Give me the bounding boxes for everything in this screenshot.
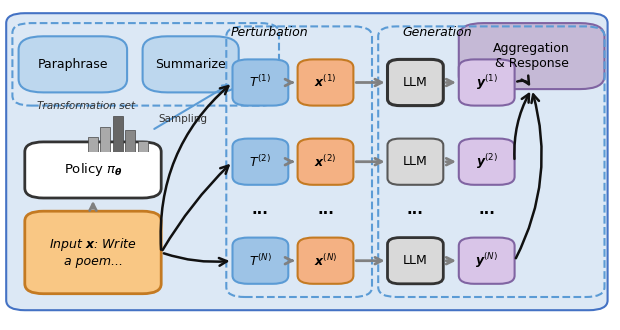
FancyBboxPatch shape [232,139,288,185]
FancyBboxPatch shape [459,59,515,106]
FancyBboxPatch shape [459,23,604,89]
Text: Transformation set: Transformation set [37,101,135,111]
FancyBboxPatch shape [298,238,353,284]
FancyBboxPatch shape [143,36,239,92]
Text: LLM: LLM [403,76,428,89]
Text: $\boldsymbol{y}^{(N)}$: $\boldsymbol{y}^{(N)}$ [476,251,498,270]
Text: $\boldsymbol{x}^{(N)}$: $\boldsymbol{x}^{(N)}$ [314,253,337,269]
Text: Sampling: Sampling [158,114,207,124]
Text: LLM: LLM [403,155,428,168]
Text: Aggregation
& Response: Aggregation & Response [494,42,570,70]
Text: ...: ... [478,202,495,217]
Text: $\boldsymbol{x}^{(1)}$: $\boldsymbol{x}^{(1)}$ [314,75,337,90]
Text: Summarize: Summarize [155,58,226,71]
Text: $T^{(1)}$: $T^{(1)}$ [249,75,272,90]
FancyBboxPatch shape [6,13,608,310]
Text: Paraphrase: Paraphrase [38,58,108,71]
Text: $T^{(N)}$: $T^{(N)}$ [249,253,272,269]
FancyBboxPatch shape [388,238,443,284]
FancyBboxPatch shape [12,23,279,106]
FancyBboxPatch shape [388,139,443,185]
FancyBboxPatch shape [459,139,515,185]
Text: $\boldsymbol{x}^{(2)}$: $\boldsymbol{x}^{(2)}$ [314,154,337,170]
Text: Policy $\pi_{\boldsymbol{\theta}}$: Policy $\pi_{\boldsymbol{\theta}}$ [64,161,122,179]
Text: Generation: Generation [402,26,472,40]
FancyBboxPatch shape [19,36,127,92]
Text: Input $\boldsymbol{x}$: Write
a poem...: Input $\boldsymbol{x}$: Write a poem... [49,237,137,268]
Text: $T^{(2)}$: $T^{(2)}$ [249,154,272,170]
FancyBboxPatch shape [388,59,443,106]
FancyBboxPatch shape [298,139,353,185]
FancyBboxPatch shape [298,59,353,106]
Text: LLM: LLM [403,254,428,267]
FancyBboxPatch shape [232,59,288,106]
Text: ...: ... [317,202,334,217]
Text: $\boldsymbol{y}^{(1)}$: $\boldsymbol{y}^{(1)}$ [476,73,498,92]
FancyBboxPatch shape [25,211,161,294]
FancyBboxPatch shape [25,142,161,198]
Text: ...: ... [407,202,424,217]
Text: Perturbation: Perturbation [231,26,309,40]
FancyBboxPatch shape [459,238,515,284]
Text: ...: ... [252,202,269,217]
FancyBboxPatch shape [232,238,288,284]
Text: $\boldsymbol{y}^{(2)}$: $\boldsymbol{y}^{(2)}$ [476,152,498,171]
